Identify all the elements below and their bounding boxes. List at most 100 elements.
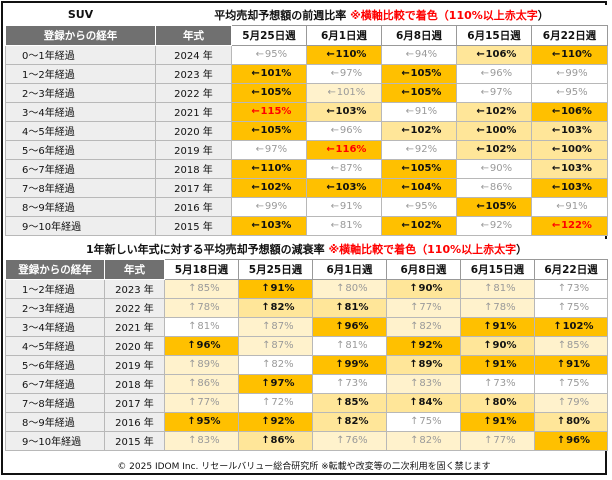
age-label: 5～6年経過	[5, 139, 156, 160]
ratio-cell: ↑77%	[386, 297, 461, 318]
arrow-up-icon: ↑	[410, 435, 419, 446]
table1-note: ※横軸比較で着色（110%以上赤太字	[350, 8, 538, 22]
ratio-cell: ↑95%	[164, 411, 239, 432]
table2-row-header: 登録からの経年	[5, 258, 105, 280]
ratio-value: 78%	[197, 302, 220, 313]
ratio-cell: ←102%	[381, 215, 457, 236]
table1-row: 2～3年経過 2022 年 ←105% ←101% ←105% ←97% ←95%	[5, 82, 609, 103]
arrow-left-icon: ←	[401, 163, 410, 174]
age-label: 3～4年経過	[5, 101, 156, 122]
ratio-value: 75%	[566, 378, 590, 389]
table1-row: 5～6年経過 2019 年 ←97% ←116% ←92% ←102% ←100%	[5, 139, 609, 160]
ratio-value: 82%	[419, 321, 442, 332]
arrow-left-icon: ←	[480, 87, 490, 98]
table1-date-header: 5月25日週	[231, 24, 307, 46]
ratio-cell: ↑96%	[533, 430, 609, 451]
table1-row: 4～5年経過 2020 年 ←105% ←96% ←102% ←100% ←103%	[5, 120, 609, 141]
ratio-cell: ←101%	[306, 82, 382, 103]
ratio-value: 77%	[197, 397, 220, 408]
table1-corner-label: SUV	[5, 5, 156, 25]
ratio-cell: ↑72%	[238, 392, 313, 413]
ratio-value: 94%	[414, 49, 438, 60]
ratio-value: 86%	[489, 182, 513, 193]
ratio-value: 91%	[492, 321, 517, 332]
model-year: 2022 年	[104, 297, 165, 318]
arrow-left-icon: ←	[551, 182, 561, 193]
ratio-cell: ←96%	[306, 120, 382, 141]
ratio-cell: ↑86%	[164, 373, 239, 394]
arrow-left-icon: ←	[251, 163, 260, 174]
ratio-value: 102%	[260, 182, 292, 193]
table2-row: 8～9年経過 2016 年 ↑95% ↑92% ↑82% ↑75% ↑91% ↑80%	[5, 411, 609, 432]
ratio-value: 85%	[197, 283, 220, 294]
ratio-cell: ↑89%	[386, 354, 461, 375]
ratio-cell: ↑91%	[238, 278, 313, 299]
arrow-left-icon: ←	[405, 144, 415, 155]
arrow-up-icon: ↑	[484, 302, 493, 313]
ratio-value: 110%	[335, 49, 367, 60]
arrow-up-icon: ↑	[483, 340, 492, 351]
ratio-value: 73%	[345, 378, 368, 389]
model-year: 2016 年	[155, 196, 232, 217]
table1-date-header: 6月15日週	[456, 24, 532, 46]
ratio-value: 102%	[410, 125, 442, 136]
ratio-value: 72%	[271, 397, 294, 408]
arrow-up-icon: ↑	[261, 283, 270, 294]
ratio-value: 82%	[270, 302, 295, 313]
ratio-cell: ↑91%	[533, 354, 609, 375]
ratio-cell: ←99%	[231, 196, 307, 217]
ratio-cell: ↑82%	[386, 316, 461, 337]
ratio-cell: ↑80%	[460, 392, 535, 413]
arrow-up-icon: ↑	[409, 359, 418, 370]
arrow-left-icon: ←	[405, 201, 415, 212]
model-year: 2017 年	[104, 392, 165, 413]
ratio-cell: ←105%	[381, 158, 457, 179]
copyright-footer: © 2025 IDOM Inc. リセールバリュー総合研究所 ※転載や改変等の二…	[117, 462, 491, 472]
ratio-value: 78%	[493, 302, 516, 313]
arrow-up-icon: ↑	[410, 321, 419, 332]
ratio-cell: ↑96%	[164, 335, 239, 356]
ratio-value: 95%	[414, 201, 438, 212]
model-year: 2021 年	[104, 316, 165, 337]
table2-title: 1年新しい年式に対する平均売却予想額の減衰率	[85, 242, 325, 256]
ratio-value: 95%	[565, 87, 588, 98]
model-year: 2022 年	[155, 82, 232, 103]
ratio-value: 75%	[419, 416, 442, 427]
ratio-cell: ↑92%	[238, 411, 313, 432]
age-label: 8～9年経過	[5, 196, 156, 217]
ratio-cell: ←100%	[530, 139, 609, 160]
age-label: 2～3年経過	[5, 82, 156, 103]
ratio-value: 81%	[493, 283, 516, 294]
ratio-cell: ←81%	[306, 215, 382, 236]
arrow-up-icon: ↑	[553, 321, 562, 332]
ratio-value: 95%	[264, 49, 288, 60]
arrow-up-icon: ↑	[188, 302, 197, 313]
arrow-up-icon: ↑	[410, 416, 419, 427]
ratio-value: 84%	[418, 397, 443, 408]
table1-note-close: ）	[537, 8, 549, 22]
ratio-value: 103%	[260, 220, 292, 231]
table2-row: 6～7年経過 2018 年 ↑86% ↑97% ↑73% ↑83% ↑73% ↑75%	[5, 373, 609, 394]
table2-date-header: 6月8日週	[386, 258, 461, 280]
ratio-value: 81%	[345, 340, 368, 351]
ratio-cell: ←95%	[530, 82, 609, 103]
ratio-cell: ↑81%	[460, 278, 535, 299]
ratio-cell: ↑75%	[533, 297, 609, 318]
model-year: 2017 年	[155, 177, 232, 198]
ratio-cell: ↑85%	[533, 335, 609, 356]
arrow-left-icon: ←	[476, 49, 485, 60]
arrow-left-icon: ←	[330, 163, 340, 174]
ratio-value: 75%	[566, 302, 590, 313]
ratio-cell: ←105%	[231, 82, 307, 103]
ratio-cell: ↑75%	[533, 373, 609, 394]
arrow-up-icon: ↑	[484, 283, 493, 294]
ratio-cell: ←95%	[381, 196, 457, 217]
age-label: 3～4年経過	[5, 316, 105, 337]
ratio-cell: ↑86%	[238, 430, 313, 451]
age-label: 5～6年経過	[5, 354, 105, 375]
weekly-ratio-table: SUV 平均売却予想額の前週比率 ※横軸比較で着色（110%以上赤太字） 登録か…	[5, 5, 609, 236]
ratio-value: 103%	[561, 182, 592, 193]
arrow-up-icon: ↑	[484, 435, 493, 446]
ratio-cell: ↑82%	[238, 354, 313, 375]
